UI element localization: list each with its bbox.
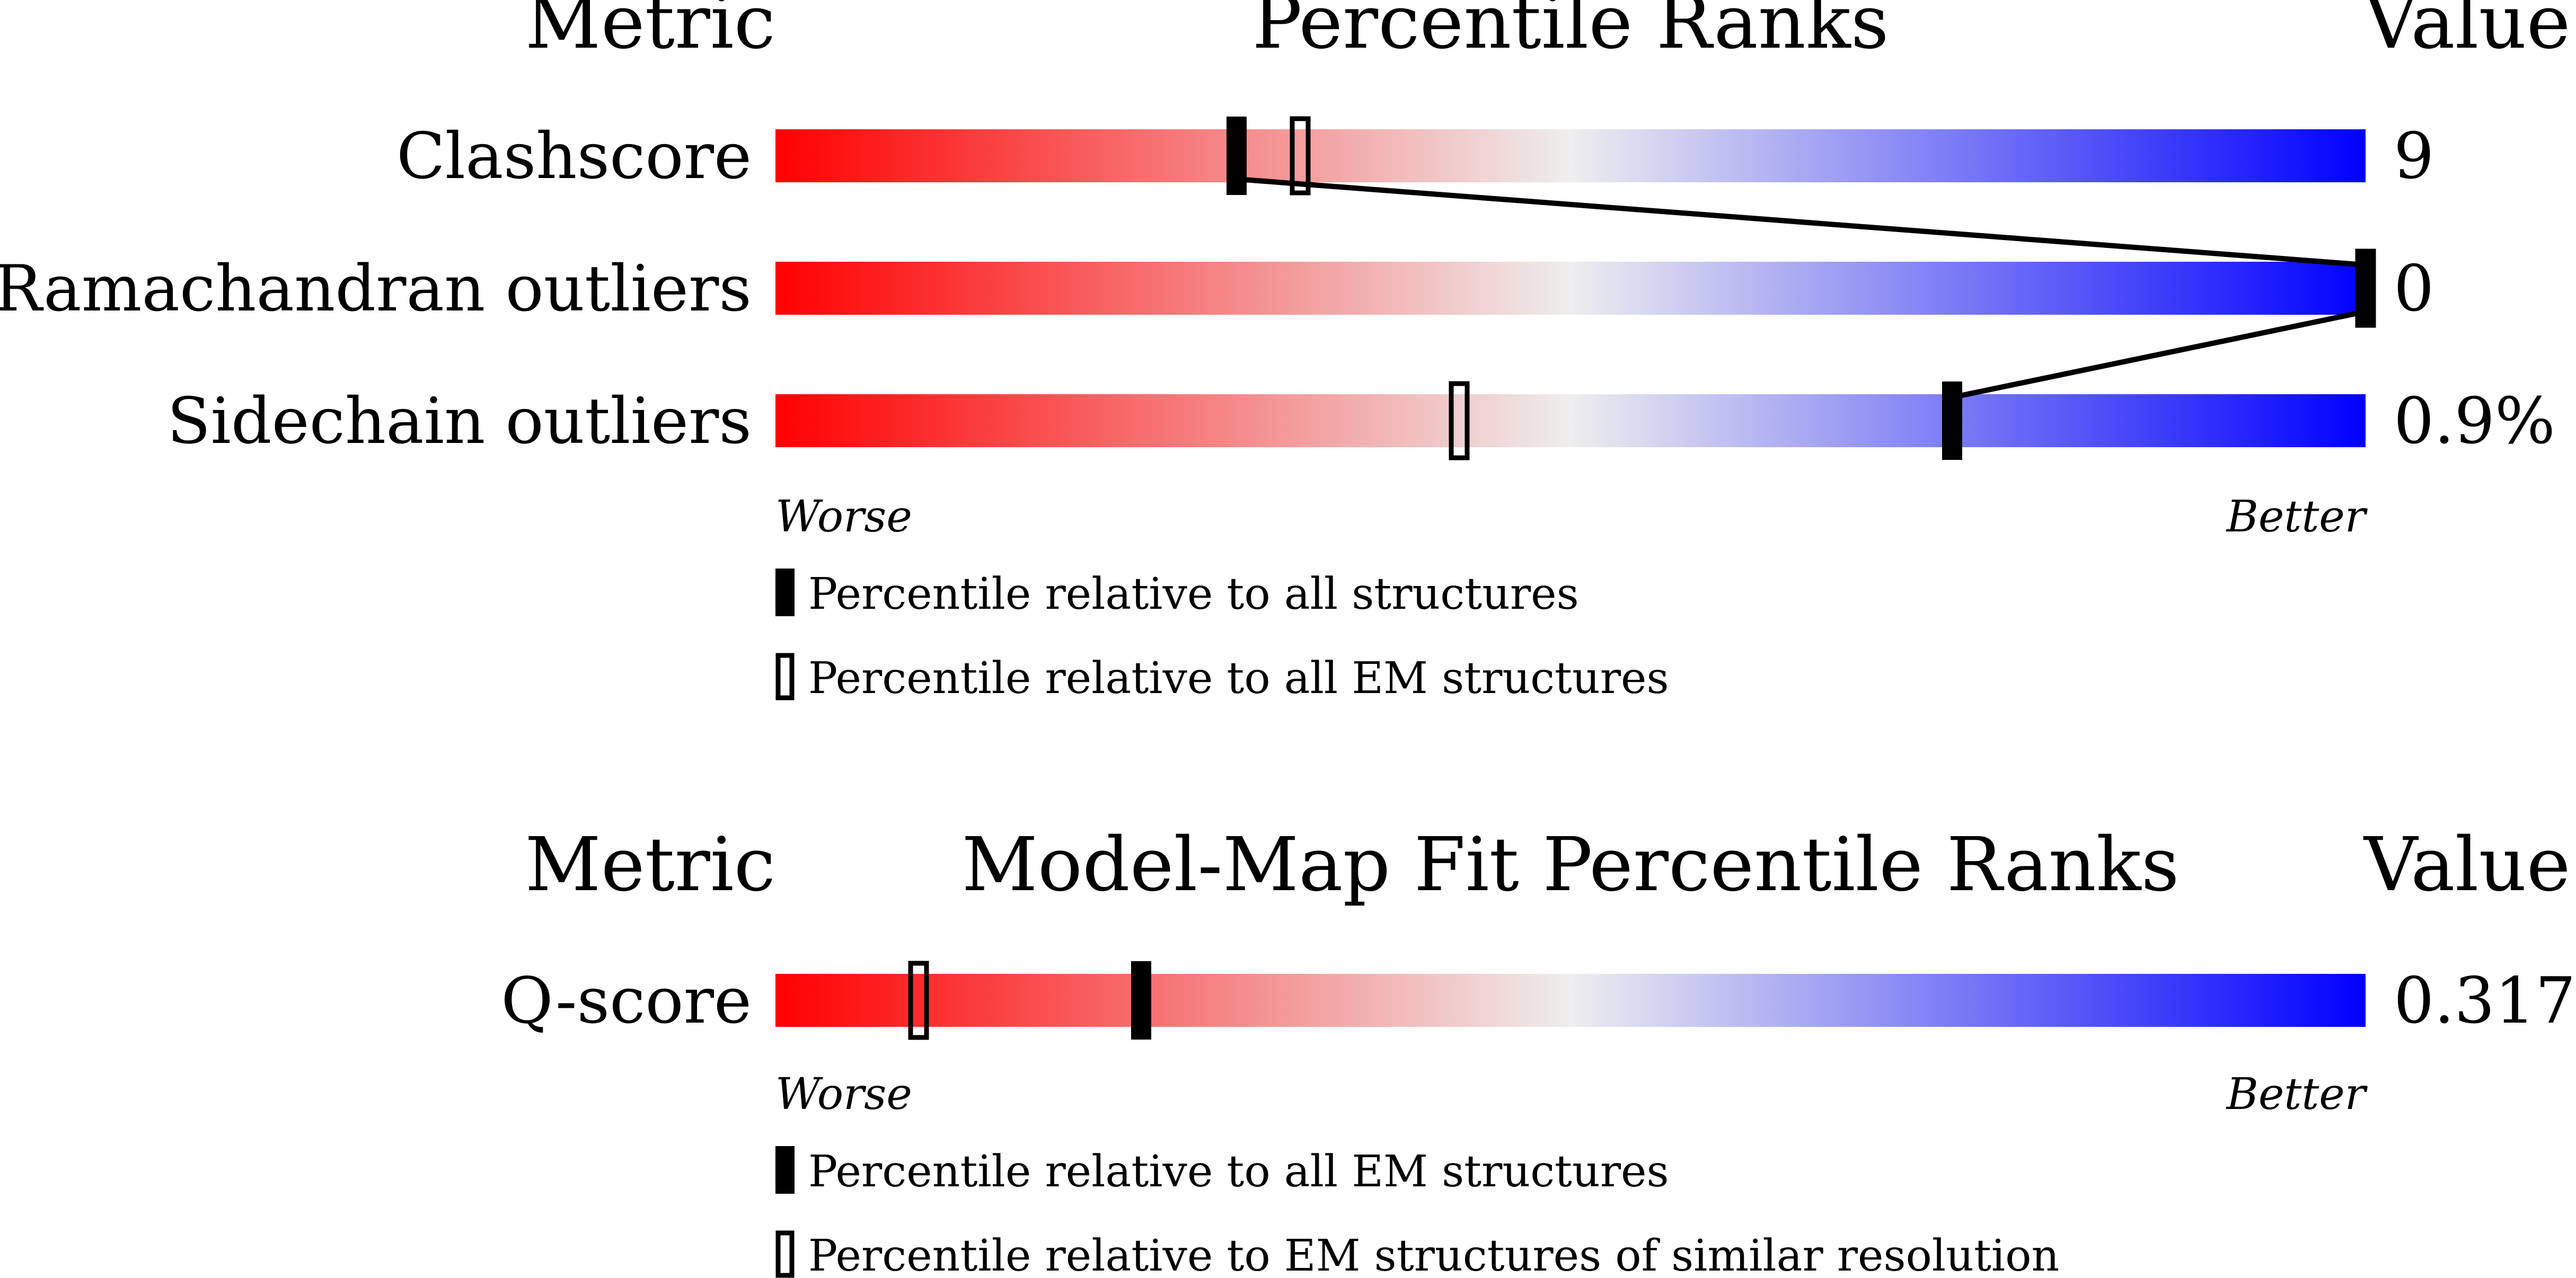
header-metric: Metric [525, 822, 775, 908]
legend-label: Percentile relative to all structures [808, 569, 1579, 619]
legend-marker-open [775, 653, 795, 700]
chart-panel-0: Metric Percentile Ranks Value Clashscore 9 Ra… [0, 0, 2571, 704]
header-value: Value [2363, 0, 2571, 66]
percentile-marker-open [1290, 116, 1311, 196]
metric-label: Sidechain outliers [167, 385, 752, 458]
metric-value: 0 [2394, 252, 2434, 326]
legend-marker-filled [775, 1146, 795, 1194]
connector-line [1951, 309, 2367, 400]
legend-label: Percentile relative to all EM structures [808, 1147, 1669, 1197]
axis-max-label: Better [2226, 492, 2368, 542]
connector-line [1236, 176, 2366, 268]
header-value: Value [2363, 822, 2571, 908]
legend-label: Percentile relative to all EM structures [808, 653, 1669, 704]
legend-marker-open [775, 1230, 795, 1278]
metric-label: Q-score [501, 964, 752, 1038]
percentile-marker-open [908, 961, 929, 1040]
percentile-bar [775, 974, 2366, 1027]
chart-title: Percentile Ranks [1252, 0, 1889, 66]
metric-value: 0.9% [2394, 385, 2555, 458]
metric-label: Clashscore [396, 120, 752, 193]
percentile-marker-filled [1131, 961, 1151, 1040]
axis-min-label: Worse [775, 492, 912, 542]
percentile-marker-open [1449, 381, 1470, 460]
axis-max-label: Better [2226, 1069, 2368, 1120]
percentile-bar [775, 394, 2366, 447]
percentile-bar [775, 129, 2366, 182]
percentile-bar [775, 262, 2366, 315]
legend-label: Percentile relative to EM structures of … [808, 1231, 2059, 1278]
percentile-marker-filled [1227, 117, 1247, 195]
metric-value: 0.317 [2394, 964, 2576, 1038]
axis-min-label: Worse [775, 1069, 912, 1120]
chart-title: Model-Map Fit Percentile Ranks [961, 822, 2179, 908]
metric-label: Ramachandran outliers [0, 252, 752, 326]
chart-panel-1: Metric Model-Map Fit Percentile Ranks Valu… [501, 822, 2575, 1278]
metric-value: 9 [2394, 120, 2434, 193]
header-metric: Metric [525, 0, 775, 66]
legend-marker-filled [775, 569, 795, 616]
